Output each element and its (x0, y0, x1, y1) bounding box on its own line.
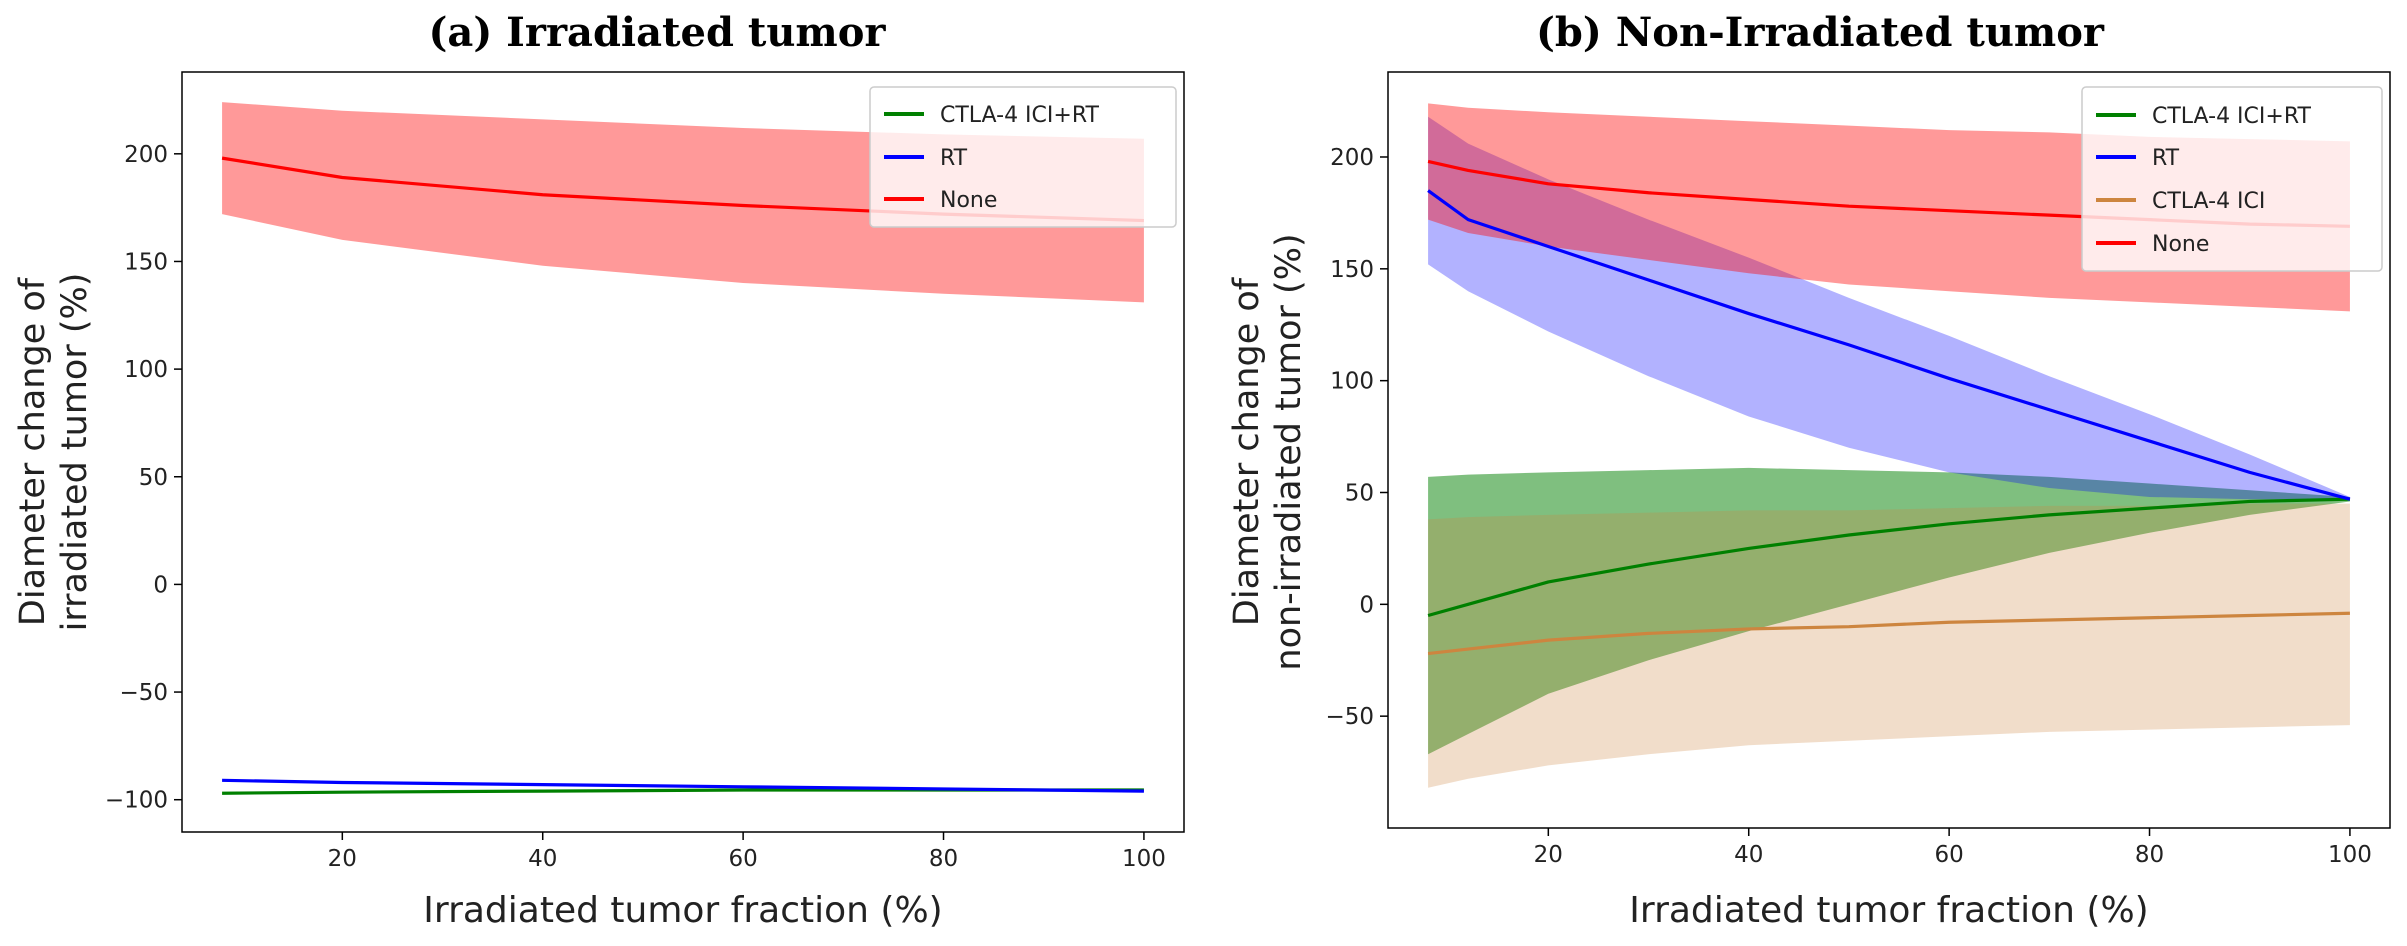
panel-a-ylabel-line2: irradiated tumor (%) (55, 273, 95, 632)
panel-a-legend-box (869, 86, 1177, 228)
panel-b-line-ctla-4-ici-rt (1427, 497, 2350, 618)
panel-b-xlabel: Irradiated tumor fraction (%) (1629, 890, 2148, 931)
panel-a-ylabel: Diameter change of irradiated tumor (%) (13, 273, 95, 632)
panel-a-xtick-label-40: 40 (528, 846, 557, 872)
panel-b-legend-label-ctla4-ici: CTLA-4 ICI (2152, 189, 2265, 214)
panel-b-xtick-label-80: 80 (2135, 842, 2164, 868)
panel-a-xtick-label-80: 80 (929, 846, 958, 872)
panel-b-ylabel-line2: non-irradiated tumor (%) (1269, 233, 1309, 670)
panel-a-legend-label-ctla4-ici-rt: CTLA-4 ICI+RT (940, 103, 1100, 128)
panel-b-band-ctla-4-ici (1428, 503, 2350, 788)
panel-a-ytick-label--100: −100 (105, 788, 168, 814)
panel-a-ytick-label-200: 200 (124, 142, 168, 168)
panel-b-legend-box (2081, 86, 2383, 272)
panel-b-ytick-label-100: 100 (1330, 369, 1374, 395)
panel-b-xticks: 20 40 60 80 100 (1534, 828, 2372, 868)
panel-b-legend-label-none: None (2152, 232, 2209, 257)
panel-a-xticks: 20 40 60 80 100 (328, 832, 1166, 872)
panel-b-title: (b) Non-Irradiated tumor (1536, 9, 2105, 56)
panel-b-ylabel-line1: Diameter change of (1227, 277, 1267, 626)
panel-a-ytick-label-100: 100 (124, 357, 168, 383)
panel-a-ytick-label-0: 0 (153, 572, 168, 598)
panel-b-legend: CTLA-4 ICI+RT RT CTLA-4 ICI None (2081, 86, 2383, 272)
panel-b-ytick-label-150: 150 (1330, 257, 1374, 283)
panel-a-legend-label-none: None (940, 188, 997, 213)
panel-b-ylabel: Diameter change of non-irradiated tumor … (1227, 233, 1309, 670)
panel-b-xtick-label-40: 40 (1734, 842, 1763, 868)
panel-a-ylabel-line1: Diameter change of (13, 277, 53, 626)
panel-b-legend-label-rt: RT (2152, 146, 2180, 171)
panel-a-xtick-label-60: 60 (728, 846, 757, 872)
panel-a-yticks: −100 −50 0 50 100 150 200 (105, 142, 182, 814)
panel-a-ytick-label-150: 150 (124, 249, 168, 275)
panel-a-axes-frame (181, 71, 1185, 833)
panel-a: (a) Irradiated tumor 20 40 60 80 100 −100 −50… (13, 9, 1185, 931)
panel-b-ytick-label-50: 50 (1345, 480, 1374, 506)
panel-b: (b) Non-Irradiated tumor 20 40 60 80 100 −50… (1227, 9, 2391, 931)
panel-b-lines (1427, 159, 2351, 656)
panel-a-xlabel: Irradiated tumor fraction (%) (423, 890, 942, 931)
panel-a-legend: CTLA-4 ICI+RT RT None (869, 86, 1177, 228)
panel-a-legend-label-rt: RT (940, 146, 968, 171)
panel-b-axes-frame (1387, 71, 2391, 829)
panel-a-ytick-label-50: 50 (139, 465, 168, 491)
panel-a-line-rt (222, 778, 1144, 793)
panel-b-line-ctla-4-ici (1427, 611, 2350, 656)
panel-b-ytick-label-200: 200 (1330, 145, 1374, 171)
panel-b-yticks: −50 0 50 100 150 200 (1325, 145, 1388, 730)
panel-b-ytick-label--50: −50 (1325, 704, 1374, 730)
panel-a-ytick-label--50: −50 (119, 680, 168, 706)
panel-b-line-rt (1427, 189, 2351, 501)
panel-b-ytick-label-0: 0 (1359, 592, 1374, 618)
panel-a-xtick-label-100: 100 (1122, 846, 1166, 872)
panel-b-xtick-label-20: 20 (1534, 842, 1563, 868)
panel-a-xtick-label-20: 20 (328, 846, 357, 872)
panel-a-title: (a) Irradiated tumor (428, 9, 886, 56)
panel-b-legend-label-ctla4-ici-rt: CTLA-4 ICI+RT (2152, 104, 2312, 129)
panel-b-band-rt (1428, 116, 2350, 500)
panel-b-xtick-label-100: 100 (2328, 842, 2372, 868)
panel-b-xtick-label-60: 60 (1934, 842, 1963, 868)
panel-b-band-ctla-4-ici-rt (1428, 467, 2350, 755)
